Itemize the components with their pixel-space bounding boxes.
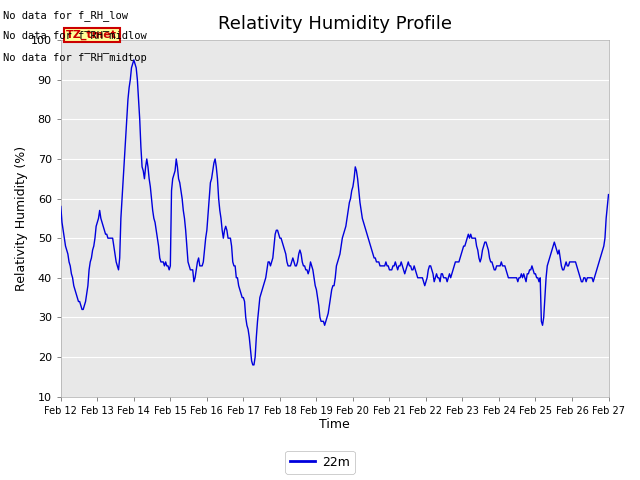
Text: No data for f̅RH̅midtop: No data for f̅RH̅midtop — [3, 53, 147, 63]
Title: Relativity Humidity Profile: Relativity Humidity Profile — [218, 15, 452, 33]
Text: TZ_tmet: TZ_tmet — [67, 30, 117, 40]
Text: No data for f_RH_low: No data for f_RH_low — [3, 10, 128, 21]
X-axis label: Time: Time — [319, 419, 350, 432]
Y-axis label: Relativity Humidity (%): Relativity Humidity (%) — [15, 146, 28, 291]
Text: No data for f̅RH̅midlow: No data for f̅RH̅midlow — [3, 31, 147, 41]
Legend: 22m: 22m — [285, 451, 355, 474]
